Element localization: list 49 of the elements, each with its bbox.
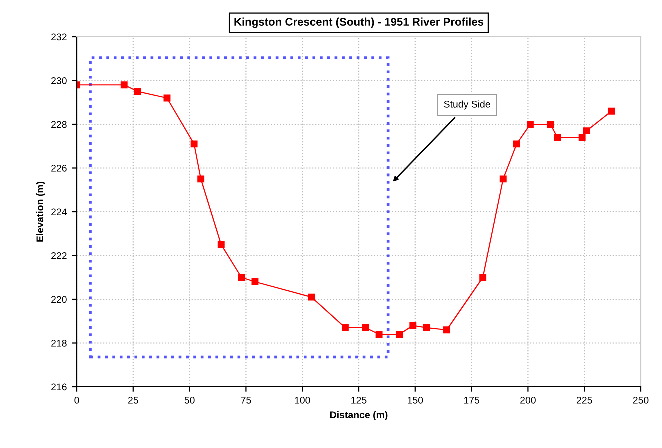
- point: [164, 94, 171, 102]
- point: [526, 121, 534, 128]
- y-tick-label: 220: [52, 296, 67, 304]
- y-tick-label: 224: [52, 208, 67, 216]
- point: [513, 140, 520, 148]
- y-tick-label: 218: [52, 340, 67, 347]
- point: [583, 128, 590, 135]
- y-tick-label: 216: [52, 384, 67, 391]
- point: [608, 108, 616, 115]
- point: [578, 134, 586, 142]
- y-tick-label: 226: [52, 164, 67, 172]
- x-tick-label: 175: [464, 397, 480, 404]
- y-tick-label: 232: [52, 34, 67, 41]
- point: [500, 176, 507, 183]
- x-tick-label: 0: [74, 396, 80, 404]
- x-tick-label: 225: [576, 396, 592, 404]
- point: [362, 324, 370, 332]
- chart-title: Kingston Crescent (South) - 1951 River Profiles: [234, 18, 484, 28]
- point: [218, 241, 225, 248]
- x-tick-label: 200: [520, 396, 536, 404]
- x-tick-label: 125: [352, 396, 367, 404]
- annotation: Study Side: [444, 100, 490, 110]
- y-tick-label: 228: [52, 121, 67, 128]
- point: [238, 274, 246, 282]
- x-tick-label: 50: [184, 396, 195, 404]
- point: [396, 331, 404, 338]
- x-tick-label: 25: [128, 396, 138, 404]
- x-axis-title: Distance (m): [330, 411, 388, 420]
- x-tick-label: 100: [295, 396, 310, 404]
- point: [547, 121, 554, 128]
- point: [198, 176, 205, 183]
- point: [480, 274, 487, 282]
- point: [554, 134, 561, 142]
- point: [252, 278, 259, 286]
- y-tick-label: 230: [52, 77, 67, 84]
- point: [423, 324, 430, 332]
- point: [308, 294, 316, 301]
- y-axis-title: Elevation (m): [36, 182, 46, 242]
- point: [410, 322, 417, 330]
- x-tick-label: 250: [633, 396, 649, 404]
- point: [444, 326, 450, 334]
- y-tick-label: 222: [52, 252, 67, 260]
- point: [376, 331, 383, 338]
- point: [134, 88, 142, 96]
- point: [190, 140, 198, 148]
- point: [120, 82, 128, 89]
- x-tick-label: 150: [408, 396, 424, 404]
- point: [342, 324, 349, 332]
- x-tick-label: 75: [241, 397, 252, 404]
